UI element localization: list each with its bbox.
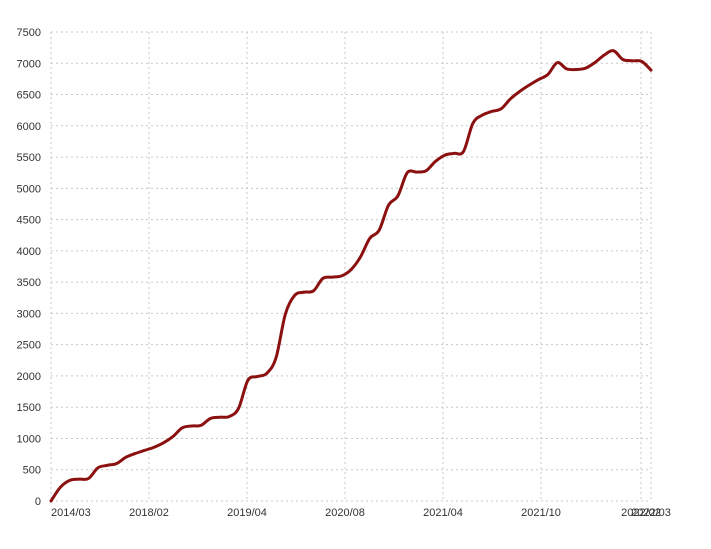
x-axis-tick-labels: 2014/03 2018/02 2019/04 2020/08 2021/04 2021/…	[51, 507, 671, 519]
y-tick-label: 0	[35, 496, 41, 508]
x-tick-label: 2022/03	[631, 507, 671, 519]
y-tick-label: 3500	[17, 277, 41, 289]
x-tick-label: 2018/02	[129, 507, 169, 519]
x-tick-label: 2021/10	[521, 507, 561, 519]
y-tick-label: 1500	[17, 402, 41, 414]
y-tick-label: 7000	[17, 58, 41, 70]
y-tick-label: 4000	[17, 246, 41, 258]
y-tick-label: 5500	[17, 152, 41, 164]
series-layer	[49, 49, 653, 503]
x-tick-label: 2014/03	[51, 507, 91, 519]
y-tick-label: 6000	[17, 121, 41, 133]
x-tick-label: 2021/04	[423, 507, 463, 519]
y-tick-label: 3000	[17, 308, 41, 320]
y-tick-label: 2500	[17, 340, 41, 352]
y-tick-label: 5000	[17, 183, 41, 195]
y-axis-tick-labels: 0 500 1000 1500 2000 2500 3000 3500 4000 4500 5000…	[17, 27, 41, 508]
x-tick-label: 2020/08	[325, 507, 365, 519]
y-tick-label: 1000	[17, 433, 41, 445]
series-line	[49, 49, 653, 503]
y-tick-label: 4500	[17, 215, 41, 227]
y-tick-label: 500	[23, 465, 41, 477]
y-tick-label: 6500	[17, 90, 41, 102]
x-tick-label: 2022/02	[621, 507, 661, 519]
grid	[50, 31, 652, 502]
y-tick-label: 2000	[17, 371, 41, 383]
y-tick-label: 7500	[17, 27, 41, 39]
x-tick-label: 2019/04	[227, 507, 267, 519]
